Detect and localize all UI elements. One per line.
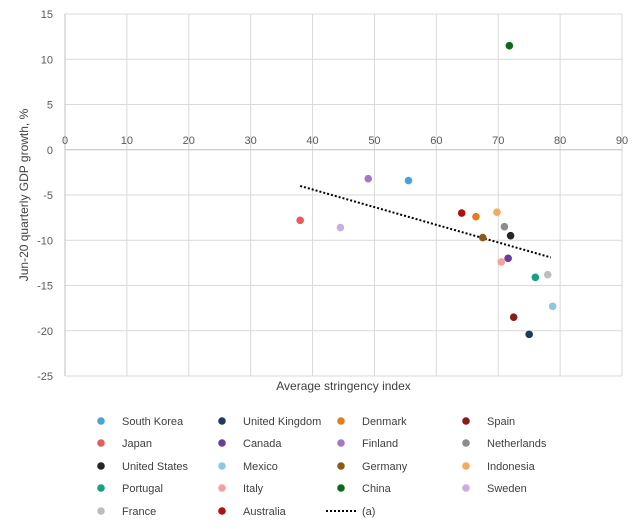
point-portugal bbox=[531, 273, 540, 282]
legend-marker-canada bbox=[218, 439, 226, 447]
point-italy bbox=[497, 258, 506, 266]
legend-marker-mexico bbox=[218, 462, 226, 470]
point-spain bbox=[509, 313, 518, 321]
legend-marker-germany bbox=[337, 462, 345, 470]
point-netherlands bbox=[500, 222, 509, 231]
x-tick-label: 50 bbox=[368, 135, 380, 147]
x-tick-label: 30 bbox=[245, 135, 257, 147]
legend-label-china: China bbox=[362, 483, 392, 495]
legend-label-mexico: Mexico bbox=[243, 461, 278, 473]
x-tick-label: 40 bbox=[306, 135, 318, 147]
y-tick-label: -25 bbox=[37, 371, 53, 383]
legend-label-south-korea: South Korea bbox=[122, 416, 184, 428]
point-canada bbox=[504, 254, 512, 263]
legend-label-canada: Canada bbox=[243, 438, 282, 450]
grid bbox=[65, 13, 623, 377]
trendline bbox=[299, 184, 552, 259]
y-tick-label: 15 bbox=[41, 9, 53, 21]
point-germany bbox=[478, 233, 487, 242]
x-axis-title: Average stringency index bbox=[276, 379, 411, 393]
x-tick-label: 90 bbox=[616, 135, 628, 147]
point-south-korea bbox=[404, 176, 413, 185]
legend-marker-south-korea bbox=[97, 417, 105, 425]
x-tick-label: 70 bbox=[492, 135, 504, 147]
point-mexico bbox=[548, 302, 557, 311]
legend-marker-united-kingdom bbox=[218, 417, 226, 425]
x-tick-label: 80 bbox=[554, 135, 566, 147]
point-france bbox=[543, 270, 552, 279]
legend-marker-netherlands bbox=[462, 439, 470, 447]
legend-marker-indonesia bbox=[462, 462, 470, 470]
legend-label-netherlands: Netherlands bbox=[487, 438, 547, 450]
legend-label-germany: Germany bbox=[362, 461, 408, 473]
point-denmark bbox=[472, 212, 480, 221]
x-tick-label: 20 bbox=[183, 135, 195, 147]
legend-marker-united-states bbox=[97, 462, 105, 470]
y-tick-label: 10 bbox=[41, 54, 53, 66]
legend-marker-china bbox=[337, 484, 345, 492]
legend-label-denmark: Denmark bbox=[362, 416, 407, 428]
point-united-kingdom bbox=[525, 330, 533, 339]
legend-marker-finland bbox=[337, 439, 345, 447]
legend-marker-france bbox=[97, 507, 105, 515]
point-united-states bbox=[506, 231, 515, 240]
y-tick-label: 0 bbox=[47, 145, 53, 157]
y-tick-label: -15 bbox=[37, 281, 53, 293]
point-sweden bbox=[336, 223, 345, 232]
legend-marker-denmark bbox=[337, 417, 345, 425]
trendline-layer bbox=[299, 184, 552, 259]
legend-label-spain: Spain bbox=[487, 416, 515, 428]
x-tick-label: 10 bbox=[121, 135, 133, 147]
point-finland bbox=[364, 174, 373, 183]
y-tick-label: -5 bbox=[43, 190, 53, 202]
legend-marker-portugal bbox=[97, 484, 105, 492]
legend-label-australia: Australia bbox=[243, 506, 287, 518]
legend-label-japan: Japan bbox=[122, 438, 152, 450]
legend-marker-italy bbox=[218, 484, 226, 492]
point-japan bbox=[296, 216, 304, 225]
legend-marker-australia bbox=[218, 507, 226, 515]
point-china bbox=[505, 41, 514, 50]
legend-label-finland: Finland bbox=[362, 438, 398, 450]
data-points bbox=[296, 41, 557, 339]
legend-label-sweden: Sweden bbox=[487, 483, 527, 495]
legend-label-united-kingdom: United Kingdom bbox=[243, 416, 321, 428]
legend-label-france: France bbox=[122, 506, 156, 518]
point-indonesia bbox=[493, 208, 501, 216]
legend-label-portugal: Portugal bbox=[122, 483, 163, 495]
legend-marker-japan bbox=[97, 439, 105, 447]
point-australia bbox=[457, 209, 466, 217]
legend-marker-spain bbox=[462, 417, 470, 425]
legend-marker-sweden bbox=[462, 484, 470, 492]
legend: South Korea United Kingdom Denmark Spain Jap… bbox=[97, 416, 547, 518]
y-axis-title: Jun-20 quarterly GDP growth, % bbox=[17, 108, 31, 281]
legend-label-italy: Italy bbox=[243, 483, 264, 495]
legend-label-indonesia: Indonesia bbox=[487, 461, 536, 473]
y-tick-label: -10 bbox=[37, 235, 53, 247]
y-tick-label: 5 bbox=[47, 100, 53, 112]
x-tick-label: 0 bbox=[62, 135, 68, 147]
y-tick-label: -20 bbox=[37, 326, 53, 338]
x-tick-label: 60 bbox=[430, 135, 442, 147]
legend-label-united-states: United States bbox=[122, 461, 189, 473]
legend-label-trendline: (a) bbox=[362, 506, 375, 518]
